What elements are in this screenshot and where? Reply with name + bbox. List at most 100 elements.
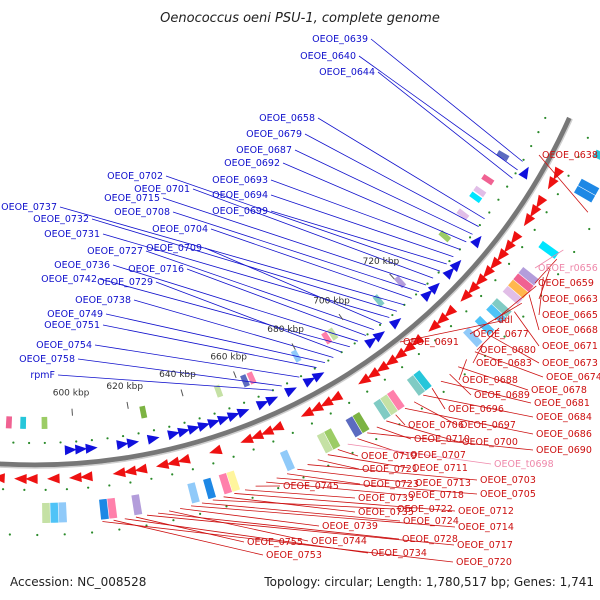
gene-label-oeoe_0665[interactable]: OEOE_0665 xyxy=(542,310,598,321)
gene-label-oeoe_0697[interactable]: OEOE_0697 xyxy=(460,420,516,431)
gene-label-oeoe_0751[interactable]: OEOE_0751 xyxy=(44,320,100,331)
gene-label-oeoe_0711[interactable]: OEOE_0711 xyxy=(412,463,468,474)
gene-label-oeoe_0638[interactable]: OEOE_0638 xyxy=(542,150,598,161)
gene-label-oeoe_0723[interactable]: OEOE_0723 xyxy=(363,479,419,490)
gene-label-oeoe_0663[interactable]: OEOE_0663 xyxy=(542,294,598,305)
gene-label-oeoe_0688[interactable]: OEOE_0688 xyxy=(462,375,518,386)
reverse-gene-arrow xyxy=(376,360,390,373)
gene-label-oeoe_0680[interactable]: OEOE_0680 xyxy=(480,345,536,356)
gene-label-oeoe_0716[interactable]: OEOE_0716 xyxy=(128,264,184,275)
gene-label-oeoe_0692[interactable]: OEOE_0692 xyxy=(224,158,280,169)
reverse-gene-arrow xyxy=(270,420,285,431)
gene-label-oeoe_0731[interactable]: OEOE_0731 xyxy=(44,229,100,240)
tick-dot xyxy=(414,293,418,296)
gene-label-oeoe_0722[interactable]: OEOE_0722 xyxy=(397,504,453,515)
gene-label-oeoe_0712[interactable]: OEOE_0712 xyxy=(458,506,514,517)
gene-label-oeoe_0734[interactable]: OEOE_0734 xyxy=(371,548,427,559)
gene-label-oeoe_0735[interactable]: OEOE_0735 xyxy=(358,507,414,518)
gene-label-oeoe_0732[interactable]: OEOE_0732 xyxy=(33,214,89,225)
gene-label-oeoe_0727[interactable]: OEOE_0727 xyxy=(87,246,143,257)
gene-label-oeoe_0729[interactable]: OEOE_0729 xyxy=(97,277,153,288)
gene-label-oeoe_0749[interactable]: OEOE_0749 xyxy=(47,309,103,320)
gene-label-oeoe_0668[interactable]: OEOE_0668 xyxy=(542,325,598,336)
gene-label-oeoe_0733[interactable]: OEOE_0733 xyxy=(358,493,414,504)
gene-label-oeoe_0687[interactable]: OEOE_0687 xyxy=(236,145,292,156)
gene-label-oeoe_0690[interactable]: OEOE_0690 xyxy=(536,445,592,456)
gene-label-oeoe_0702[interactable]: OEOE_0702 xyxy=(107,171,163,182)
leader-line xyxy=(476,327,500,351)
leader-line xyxy=(440,380,532,404)
gene-label-oeoe_0724[interactable]: OEOE_0724 xyxy=(403,516,459,527)
tick-dot xyxy=(299,375,303,378)
gene-label-oeoe_0704[interactable]: OEOE_0704 xyxy=(152,224,208,235)
gene-label-oeoe_0738[interactable]: OEOE_0738 xyxy=(75,295,131,306)
outer-feature-band xyxy=(345,416,363,438)
leader-line xyxy=(234,493,456,512)
gene-label-oeoe_0754[interactable]: OEOE_0754 xyxy=(36,340,92,351)
inner-feature-band xyxy=(213,384,224,398)
gene-label-oeoe_0659[interactable]: OEOE_0659 xyxy=(538,278,594,289)
gene-label-oeoe_0745[interactable]: OEOE_0745 xyxy=(283,481,339,492)
gene-label-oeoe_0684[interactable]: OEOE_0684 xyxy=(536,412,592,423)
gene-labels[interactable]: OEOE_0639 OEOE_0640 OEOE_0644 OEOE_0658 OEOE… xyxy=(1,34,600,568)
gene-label-oeoe_0686[interactable]: OEOE_0686 xyxy=(536,429,592,440)
gene-label-oeoe_0714[interactable]: OEOE_0714 xyxy=(458,522,514,533)
gene-label-oeoe_0717[interactable]: OEOE_0717 xyxy=(457,540,513,551)
scale-label: 700 kbp xyxy=(313,297,350,307)
gene-label-oeoe_t0698[interactable]: OEOE_t0698 xyxy=(494,459,554,470)
gene-label-oeoe_0679[interactable]: OEOE_0679 xyxy=(246,129,302,140)
gene-label-oeoe_0694[interactable]: OEOE_0694 xyxy=(212,190,268,201)
gene-label-oeoe_0753[interactable]: OEOE_0753 xyxy=(266,550,322,561)
gene-label-oeoe_0718[interactable]: OEOE_0718 xyxy=(408,490,464,501)
gene-label-oeoe_0721[interactable]: OEOE_0721 xyxy=(362,464,418,475)
gene-label-oeoe_0673[interactable]: OEOE_0673 xyxy=(542,358,598,369)
gene-label-oeoe_0689[interactable]: OEOE_0689 xyxy=(474,390,530,401)
gene-label-oeoe_0705[interactable]: OEOE_0705 xyxy=(480,489,536,500)
gene-label-rpmf[interactable]: rpmF xyxy=(30,370,55,381)
gene-label-oeoe_0742[interactable]: OEOE_0742 xyxy=(41,274,97,285)
gene-label-oeoe_0703[interactable]: OEOE_0703 xyxy=(480,475,536,486)
gene-label-ddl[interactable]: ddl xyxy=(498,315,513,326)
gene-label-oeoe_0715[interactable]: OEOE_0715 xyxy=(104,193,160,204)
gene-label-oeoe_0671[interactable]: OEOE_0671 xyxy=(542,341,598,352)
tick-dot xyxy=(329,412,332,415)
leader-line xyxy=(458,366,529,391)
gene-label-oeoe_0710[interactable]: OEOE_0710 xyxy=(414,434,470,445)
gene-label-oeoe_0639[interactable]: OEOE_0639 xyxy=(312,34,368,45)
gene-label-oeoe_0658[interactable]: OEOE_0658 xyxy=(259,113,315,124)
gene-label-oeoe_0693[interactable]: OEOE_0693 xyxy=(212,175,268,186)
gene-label-oeoe_0678[interactable]: OEOE_0678 xyxy=(531,385,587,396)
gene-label-oeoe_0699[interactable]: OEOE_0699 xyxy=(212,206,268,217)
gene-label-oeoe_0719[interactable]: OEOE_0719 xyxy=(361,451,417,462)
gene-label-oeoe_0696[interactable]: OEOE_0696 xyxy=(448,404,504,415)
gene-label-oeoe_0720[interactable]: OEOE_0720 xyxy=(456,557,512,568)
reverse-gene-arrow xyxy=(468,281,481,294)
gene-label-oeoe_0640[interactable]: OEOE_0640 xyxy=(300,51,356,62)
gene-label-oeoe_0701[interactable]: OEOE_0701 xyxy=(134,184,190,195)
gene-label-oeoe_0674[interactable]: OEOE_0674 xyxy=(546,372,600,383)
tick-dot xyxy=(152,429,156,432)
gene-label-oeoe_0706[interactable]: OEOE_0706 xyxy=(408,420,464,431)
gene-label-oeoe_0739[interactable]: OEOE_0739 xyxy=(322,521,378,532)
gene-label-oeoe_0707[interactable]: OEOE_0707 xyxy=(410,450,466,461)
gene-label-oeoe_0709[interactable]: OEOE_0709 xyxy=(146,243,202,254)
gene-label-oeoe_0708[interactable]: OEOE_0708 xyxy=(114,207,170,218)
forward-gene-arrow xyxy=(420,290,433,302)
gene-label-oeoe_0700[interactable]: OEOE_0700 xyxy=(462,437,518,448)
gene-label-oeoe_0691[interactable]: OEOE_0691 xyxy=(403,337,459,348)
gene-label-oeoe_0681[interactable]: OEOE_0681 xyxy=(534,398,590,409)
gene-label-oeoe_0644[interactable]: OEOE_0644 xyxy=(319,67,375,78)
gene-label-oeoe_0728[interactable]: OEOE_0728 xyxy=(402,534,458,545)
gene-label-oeoe_0744[interactable]: OEOE_0744 xyxy=(311,536,367,547)
gene-label-oeoe_0677[interactable]: OEOE_0677 xyxy=(473,329,529,340)
gene-label-oeoe_0713[interactable]: OEOE_0713 xyxy=(415,478,471,489)
tick-dot xyxy=(212,462,215,465)
gene-label-oeoe_r0656[interactable]: OEOE_r0656 xyxy=(538,263,598,274)
tick-dot xyxy=(497,198,500,201)
gene-label-oeoe_0758[interactable]: OEOE_0758 xyxy=(19,354,75,365)
gene-label-oeoe_0755[interactable]: OEOE_0755 xyxy=(247,537,303,548)
tick-dot xyxy=(449,325,453,328)
gene-label-oeoe_0737[interactable]: OEOE_0737 xyxy=(1,202,57,213)
gene-label-oeoe_0736[interactable]: OEOE_0736 xyxy=(54,260,110,271)
gene-label-oeoe_0683[interactable]: OEOE_0683 xyxy=(476,358,532,369)
